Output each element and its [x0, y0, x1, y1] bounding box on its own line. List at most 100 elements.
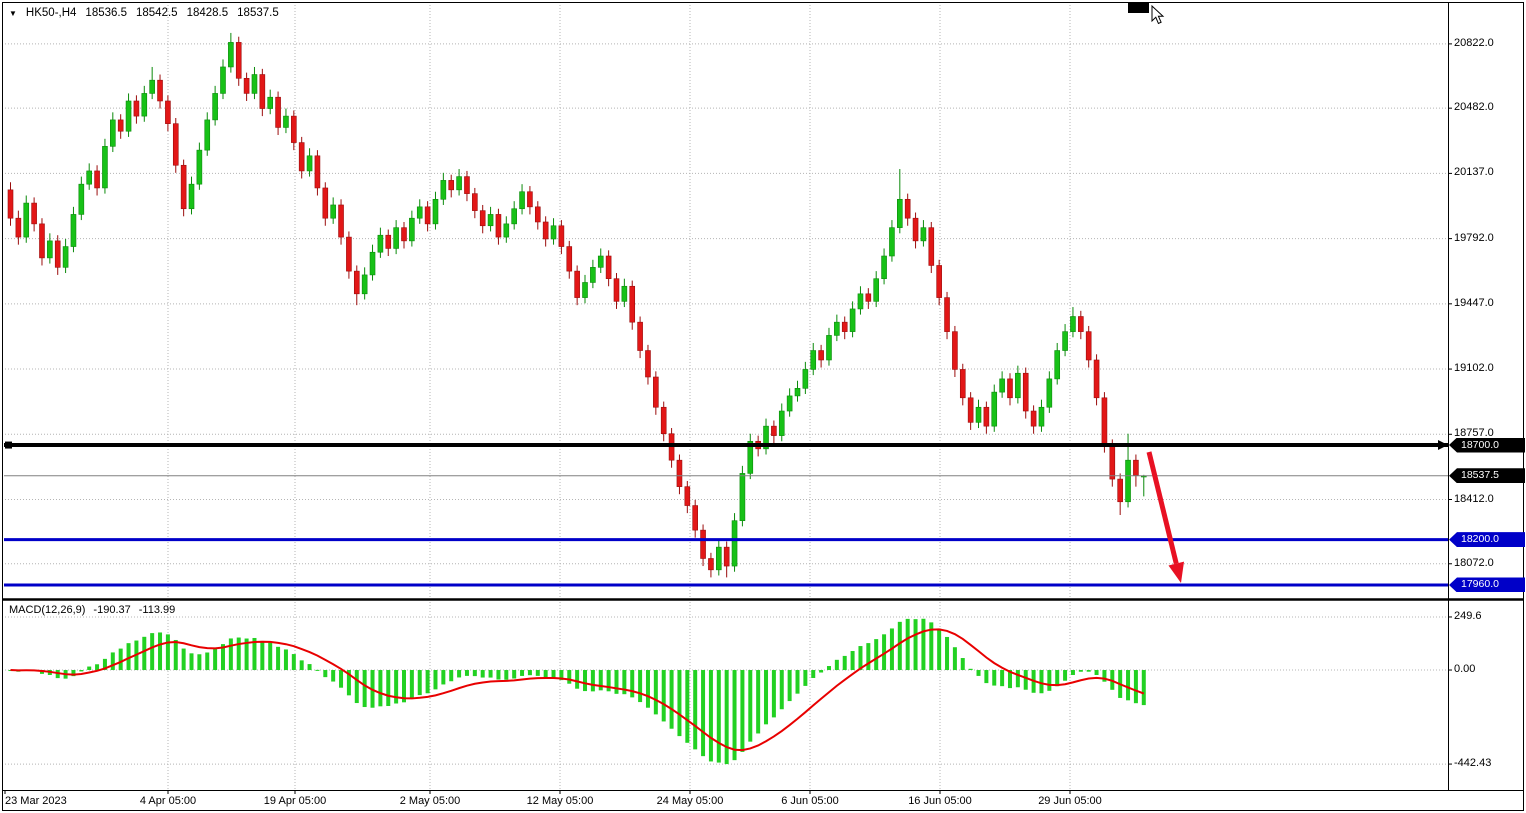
macd-histogram-bar — [441, 670, 446, 685]
macd-histogram-bar — [276, 646, 281, 671]
line-handle[interactable] — [5, 441, 12, 449]
candle-bull — [519, 191, 525, 210]
candle-bear — [346, 236, 352, 272]
candle-bear — [133, 100, 140, 117]
ohlc-open: 18536.5 — [85, 7, 127, 19]
macd-histogram-bar — [520, 670, 525, 676]
candle-bear — [771, 425, 777, 436]
candle-bear — [94, 170, 100, 189]
candle-bear — [291, 115, 297, 143]
macd-histogram-bar — [457, 670, 462, 678]
macd-histogram-bar — [165, 634, 170, 671]
candle-bull — [991, 391, 998, 427]
candle-bear — [558, 225, 565, 247]
price-tick-label: 18412.0 — [1454, 492, 1494, 505]
candle-bear — [629, 285, 636, 323]
price-tick-label: 19102.0 — [1454, 362, 1494, 375]
candle-bull — [125, 100, 132, 132]
macd-histogram-bar — [559, 670, 564, 681]
mouse-cursor-icon — [1151, 4, 1165, 25]
candle-bear — [574, 270, 580, 298]
macd-histogram-bar — [1007, 670, 1012, 689]
candle-bull — [487, 214, 494, 227]
macd-histogram-bar — [79, 670, 84, 672]
candle-bear — [472, 193, 478, 211]
candle-bull — [794, 388, 801, 397]
candle-bear — [165, 100, 171, 124]
candle-bear — [401, 227, 407, 242]
candle-bear — [322, 187, 329, 219]
candle-bear — [566, 246, 573, 272]
macd-tick-label: 0.00 — [1454, 663, 1476, 676]
macd-tick-label: -442.43 — [1454, 757, 1492, 770]
candle-bull — [456, 176, 462, 191]
candle-bear — [1030, 410, 1037, 427]
candle-bear — [338, 204, 344, 238]
candle-bear — [983, 406, 990, 427]
macd-histogram-bar — [402, 670, 406, 703]
macd-histogram-bar — [716, 670, 721, 763]
price-tick-label: 20482.0 — [1454, 101, 1494, 114]
candle-bull — [1125, 459, 1131, 503]
candle-bull — [78, 183, 85, 215]
macd-histogram-bar — [724, 670, 729, 765]
candle-bull — [786, 395, 793, 412]
macd-histogram-bar — [960, 658, 965, 671]
candle-bull — [409, 217, 415, 242]
candle-bull — [1046, 378, 1053, 408]
candle-bear — [1117, 478, 1123, 503]
candle-bull — [621, 285, 628, 302]
macd-histogram-bar — [158, 632, 163, 671]
macd-histogram-bar — [1070, 670, 1075, 675]
candle-bear — [180, 164, 187, 210]
macd-histogram-bar — [826, 666, 831, 671]
resistance-level-badge: 18700.0 — [1449, 437, 1525, 453]
price-tick-label: 18757.0 — [1454, 427, 1494, 440]
candle-bear — [1133, 459, 1139, 476]
macd-histogram-bar — [472, 670, 477, 677]
time-scale[interactable] — [3, 791, 1523, 811]
time-axis-label: 23 Mar 2023 — [5, 795, 67, 807]
macd-histogram-bar — [976, 670, 981, 676]
macd-histogram-bar — [236, 637, 241, 671]
macd-histogram-bar — [1055, 670, 1060, 687]
candle-bear — [944, 297, 950, 332]
macd-histogram-bar — [173, 639, 178, 671]
candle-bull — [1054, 350, 1061, 380]
macd-histogram-bar — [669, 670, 674, 729]
candle-bull — [849, 308, 856, 332]
time-axis-label: 24 May 05:00 — [656, 795, 724, 807]
candle-bull — [503, 223, 510, 238]
trend-arrow-head[interactable] — [1168, 561, 1185, 583]
macd-histogram-bar — [504, 670, 509, 680]
candle-bull — [23, 202, 30, 238]
candle-bull — [267, 96, 274, 109]
candle-bear — [912, 217, 919, 242]
macd-histogram-bar — [882, 634, 887, 671]
macd-histogram-bar — [197, 654, 202, 671]
candle-bear — [723, 546, 730, 567]
macd-histogram-bar — [764, 670, 769, 725]
candle-bear — [15, 217, 22, 238]
macd-main-value: -190.37 — [93, 604, 131, 616]
trend-arrow-line[interactable] — [1146, 451, 1179, 565]
time-axis-label: 19 Apr 05:00 — [263, 795, 327, 807]
macd-histogram-bar — [968, 668, 973, 671]
macd-histogram-bar — [874, 639, 879, 671]
symbol-dropdown-icon[interactable]: ▼ — [9, 8, 17, 18]
chart-shift-marker[interactable] — [1128, 3, 1149, 13]
candle-bull — [432, 198, 439, 225]
candle-bear — [676, 459, 683, 487]
line-end-arrow — [1438, 440, 1448, 451]
time-axis-label: 4 Apr 05:00 — [139, 795, 197, 807]
candle-bear — [464, 176, 470, 194]
candle-bull — [597, 255, 604, 268]
macd-histogram-bar — [535, 670, 540, 676]
candle-bull — [196, 149, 203, 185]
candle-bull — [204, 119, 211, 151]
macd-histogram-bar — [795, 670, 800, 694]
macd-histogram-bar — [110, 652, 115, 671]
candle-bull — [47, 240, 53, 259]
